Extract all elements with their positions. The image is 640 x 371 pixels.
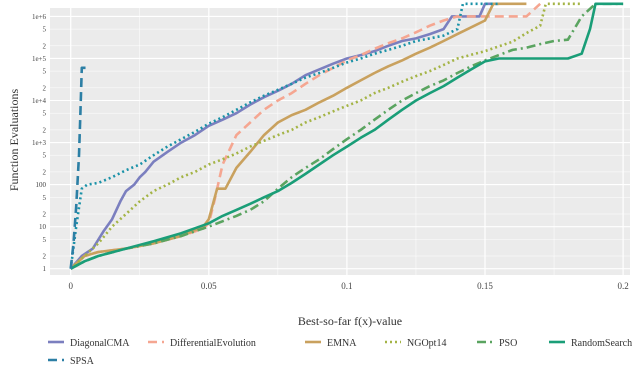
legend-label: EMNA [327,338,357,349]
y-tick-label: 1e+3 [32,139,47,147]
legend-label: SPSA [70,356,95,367]
series-line-diagonalcma [69,2,499,270]
legend-label: DifferentialEvolution [170,338,256,349]
y-tick-label: 5 [43,194,47,202]
y-tick-label: 1e+5 [32,55,47,63]
series-line-spsa [69,66,90,269]
y-tick-label: 5 [43,110,47,118]
x-tick-label: 0.2 [617,281,628,291]
y-tick-label: 2 [43,253,47,261]
y-tick-label: 2 [43,168,47,176]
legend-label: NGOpt14 [407,338,446,349]
y-tick-label: 10 [39,223,47,231]
legend-label: DiagonalCMA [70,338,130,349]
y-tick-label: 100 [36,181,47,189]
series-line-pso [70,2,624,270]
legend-label: PSO [499,338,517,349]
series-line-differentialevolution [69,2,542,270]
y-tick-label: 2 [43,210,47,218]
series-line-rcobyla [69,2,499,269]
legend: DiagonalCMA DifferentialEvolution EMNA NGOp… [48,338,632,367]
x-tick-label: 0.15 [477,281,493,291]
y-tick-label: 2 [43,126,47,134]
series-lines [69,2,624,270]
legend-label: RandomSearch [571,338,632,349]
x-tick-label: 0 [68,281,73,291]
x-tick-label: 0.1 [341,281,352,291]
y-tick-label: 1e+4 [32,97,47,105]
series-line-ngopt14 [69,2,582,270]
x-axis-ticks: 0 0.05 0.1 0.15 0.2 [68,281,628,291]
y-tick-label: 5 [43,152,47,160]
plot-area [50,8,630,275]
y-tick-label: 1e+6 [32,13,47,21]
x-tick-label: 0.05 [201,281,217,291]
y-tick-label: 5 [43,68,47,76]
y-axis-ticks: 1 2 5 10 2 5 100 2 5 1e+3 2 5 1e+4 2 5 1e+5 2 5 1e+6 [32,13,47,273]
y-axis-title: Function Evaluations [7,89,21,192]
x-axis-title: Best-so-far f(x)-value [298,314,402,328]
y-tick-label: 2 [43,42,47,50]
y-tick-label: 1 [43,265,47,273]
y-tick-label: 5 [43,236,47,244]
y-tick-label: 5 [43,26,47,34]
series-line-randomsearch [70,2,624,270]
y-tick-label: 2 [43,84,47,92]
